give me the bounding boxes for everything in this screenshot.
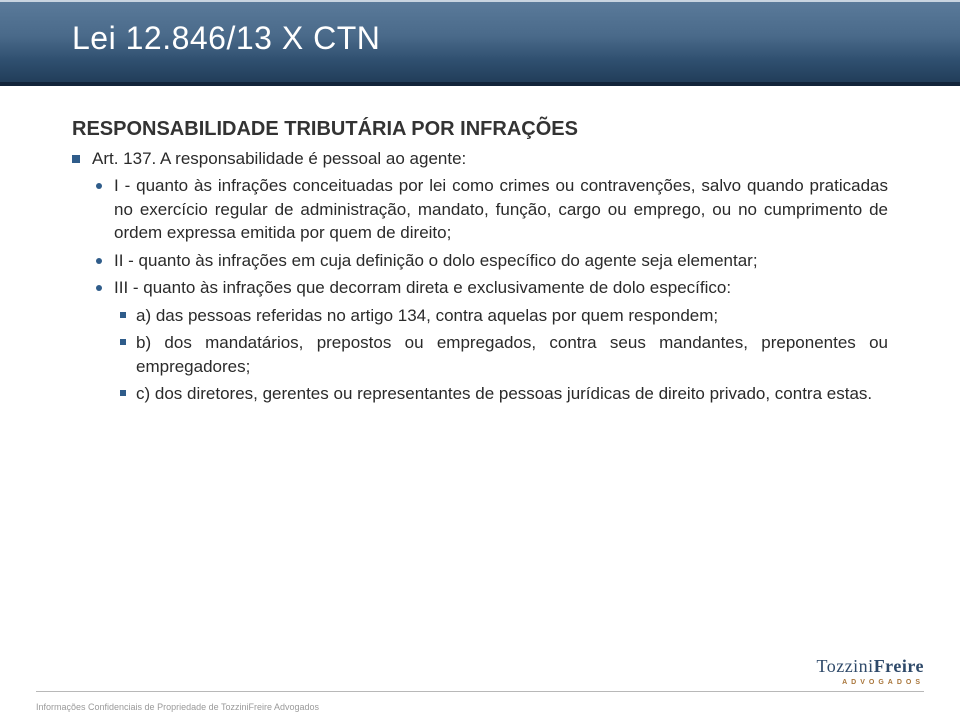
article-heading-text: Art. 137. A responsabilidade é pessoal a… [92,149,466,168]
logo-sub: ADVOGADOS [816,679,924,686]
slide-title: Lei 12.846/13 X CTN [72,20,380,57]
item-ii: II - quanto às infrações em cuja definiç… [92,249,888,272]
subtitle: RESPONSABILIDADE TRIBUTÁRIA POR INFRAÇÕE… [72,118,888,141]
logo-part2: Freire [874,656,924,676]
subitem-a: a) das pessoas referidas no artigo 134, … [114,304,888,327]
item-iii: III - quanto às infrações que decorram d… [92,276,888,405]
item-i: I - quanto às infrações conceituadas por… [92,174,888,244]
footer-divider [36,691,924,692]
article-heading: Art. 137. A responsabilidade é pessoal a… [72,147,888,406]
subitem-c: c) dos diretores, gerentes ou representa… [114,382,888,405]
logo: TozziniFreire ADVOGADOS [816,656,924,686]
item-iii-text: III - quanto às infrações que decorram d… [114,278,731,297]
logo-part1: Tozzini [816,656,873,676]
logo-main: TozziniFreire [816,656,924,677]
footer-text: Informações Confidenciais de Propriedade… [36,702,319,712]
subitem-b: b) dos mandatários, prepostos ou emprega… [114,331,888,378]
content-area: RESPONSABILIDADE TRIBUTÁRIA POR INFRAÇÕE… [72,118,888,410]
